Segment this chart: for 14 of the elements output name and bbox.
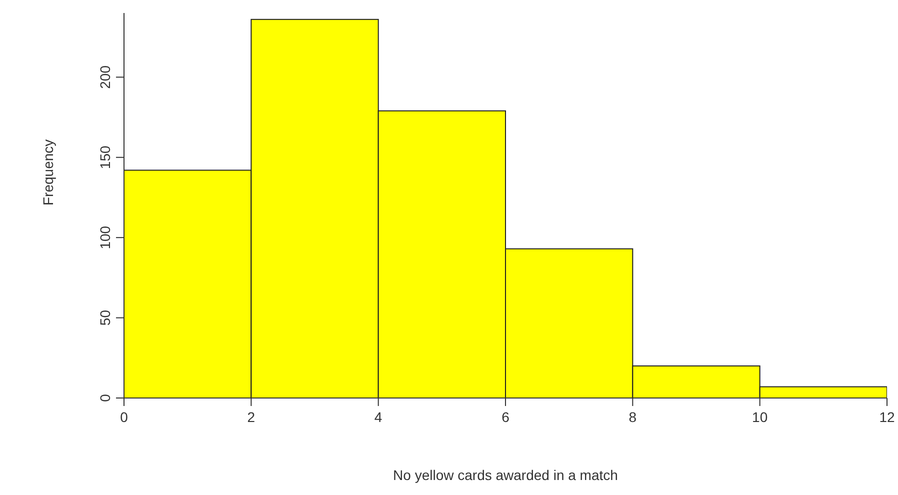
y-tick-label: 150 [97, 145, 113, 170]
y-tick-label: 0 [97, 394, 113, 402]
y-tick-label: 200 [97, 65, 113, 89]
x-tick-label: 6 [502, 408, 510, 425]
y-tick-label: 50 [97, 310, 113, 326]
x-tick-label: 8 [628, 408, 637, 425]
y-tick-label: 100 [97, 226, 113, 250]
x-tick-label: 4 [374, 408, 382, 425]
x-tick-label: 10 [752, 408, 768, 425]
x-axis-title: No yellow cards awarded in a match [393, 467, 618, 483]
x-tick-label: 0 [120, 408, 128, 425]
x-tick-label: 2 [247, 408, 256, 425]
x-tick-label: 12 [879, 408, 895, 425]
y-axis-title: Frequency [40, 139, 56, 206]
